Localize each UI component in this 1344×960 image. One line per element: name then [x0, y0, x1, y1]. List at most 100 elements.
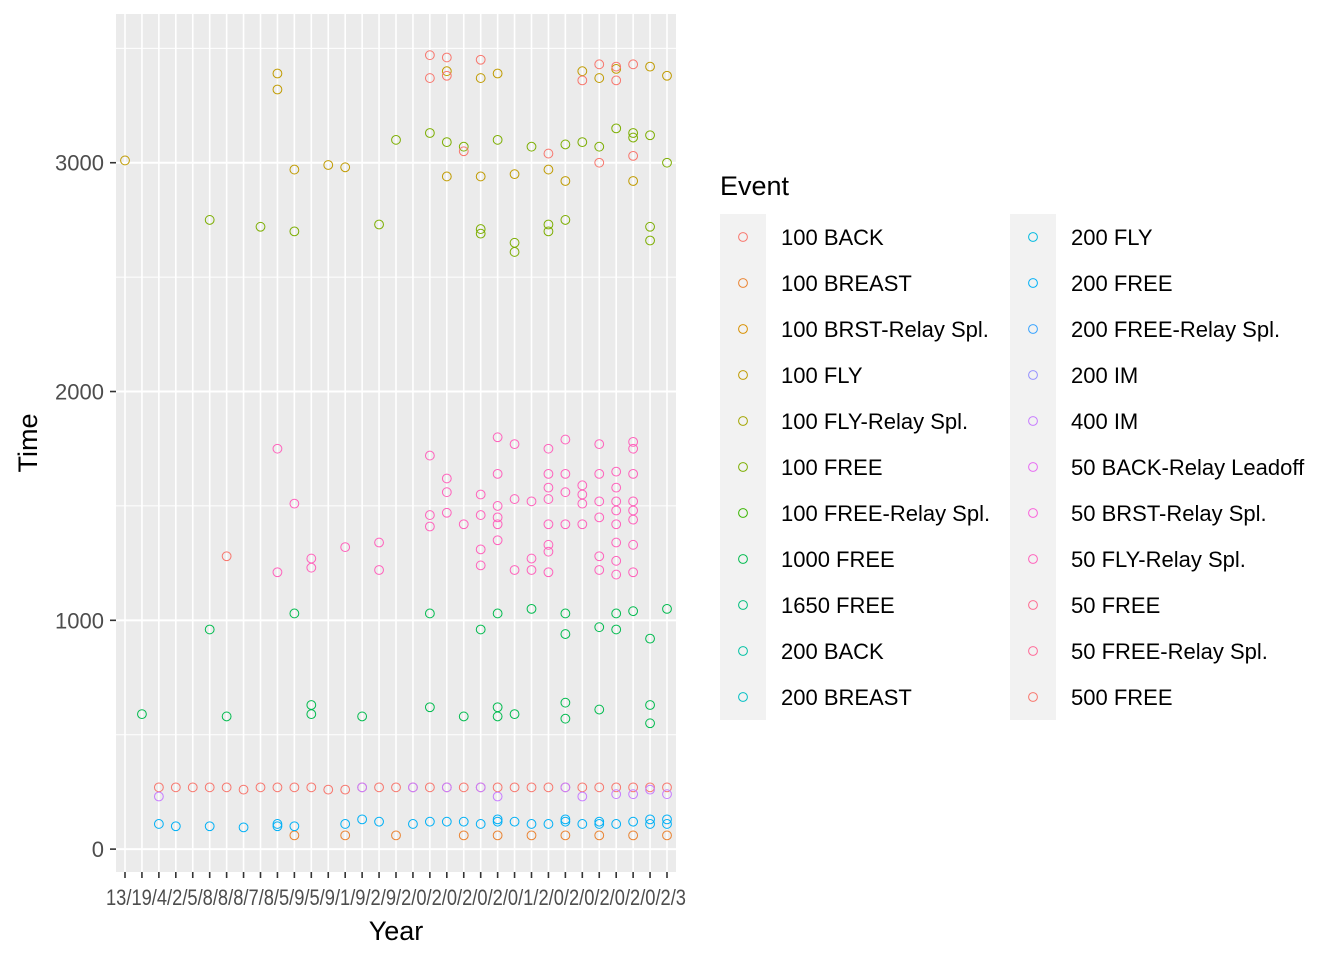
- data-point: [560, 487, 571, 498]
- data-point: [357, 711, 368, 722]
- legend-entry-label: 100 FLY: [781, 363, 863, 388]
- legend-entry-label: 50 FLY-Relay Spl.: [1071, 547, 1246, 572]
- data-point: [645, 700, 655, 710]
- data-point: [458, 146, 469, 157]
- data-point: [272, 782, 283, 793]
- data-point: [492, 711, 503, 722]
- legend-key: [720, 674, 766, 720]
- data-point: [204, 821, 215, 832]
- data-point: [662, 157, 672, 168]
- data-point: [187, 782, 198, 793]
- data-point: [509, 237, 520, 248]
- data-point: [374, 782, 384, 793]
- data-point: [170, 821, 181, 832]
- data-point: [374, 537, 384, 548]
- data-point: [204, 624, 215, 635]
- legend-key: [720, 214, 766, 260]
- legend-entry-label: 200 FREE: [1071, 271, 1173, 296]
- data-point: [475, 73, 486, 83]
- legend-key: [720, 352, 766, 398]
- data-point: [492, 134, 503, 145]
- data-point: [526, 782, 537, 793]
- legend-key: [1010, 674, 1056, 720]
- legend-key: [720, 444, 766, 490]
- data-point: [475, 624, 486, 635]
- data-point: [492, 519, 503, 530]
- data-point: [458, 816, 469, 827]
- data-point: [543, 148, 554, 159]
- data-point: [340, 542, 351, 553]
- legend-entry-label: 1000 FREE: [781, 547, 895, 572]
- data-point: [509, 782, 520, 793]
- data-point: [492, 830, 503, 841]
- data-point: [137, 709, 147, 720]
- data-point: [594, 830, 605, 841]
- data-point: [560, 697, 571, 708]
- data-point: [424, 50, 435, 61]
- data-point: [645, 819, 655, 829]
- legend-key: [1010, 490, 1056, 536]
- data-point: [408, 819, 418, 829]
- data-point: [645, 782, 655, 793]
- data-point: [306, 782, 317, 793]
- data-point: [594, 565, 605, 575]
- data-point: [526, 830, 537, 841]
- legend-entry-label: 100 FLY-Relay Spl.: [781, 409, 968, 434]
- data-point: [509, 439, 520, 450]
- data-point: [441, 473, 452, 484]
- data-point: [424, 782, 435, 793]
- legend-key-symbol: [738, 646, 748, 656]
- data-point: [628, 436, 639, 447]
- data-point: [441, 66, 452, 77]
- data-point: [611, 569, 622, 580]
- grid-lines: [116, 14, 676, 872]
- legend-key-symbol: [738, 600, 748, 610]
- y-tick-label: 3000: [55, 151, 104, 176]
- data-point: [611, 466, 622, 477]
- data-point: [560, 176, 571, 186]
- legend-entry-label: 200 IM: [1071, 363, 1138, 388]
- legend-key-symbol: [1028, 462, 1038, 472]
- legend-key: [720, 582, 766, 628]
- data-point: [645, 61, 655, 72]
- legend-key-symbol: [738, 554, 748, 564]
- data-point: [306, 709, 317, 720]
- legend-key-symbol: [1028, 370, 1038, 380]
- data-point: [441, 507, 452, 518]
- legend-entry-label: 100 BACK: [781, 225, 884, 250]
- data-point: [475, 782, 486, 793]
- data-point: [662, 782, 672, 793]
- data-point: [424, 816, 435, 827]
- data-point: [424, 510, 435, 520]
- data-point: [475, 560, 486, 571]
- data-point: [458, 519, 469, 530]
- data-point: [221, 711, 232, 722]
- data-point: [543, 819, 554, 829]
- legend-entry-label: 50 BACK-Relay Leadoff: [1071, 455, 1305, 480]
- legend-key-symbol: [1028, 600, 1038, 610]
- data-point: [594, 551, 605, 562]
- legend-entry-label: 50 FREE: [1071, 593, 1160, 618]
- data-point: [560, 782, 571, 793]
- data-point: [628, 176, 639, 186]
- data-point: [441, 487, 452, 498]
- data-point: [441, 137, 452, 148]
- data-point: [645, 718, 655, 729]
- data-point: [543, 226, 554, 237]
- data-point: [492, 816, 503, 827]
- data-point: [323, 784, 334, 795]
- data-point: [662, 603, 672, 614]
- data-point: [458, 782, 469, 793]
- data-point: [475, 228, 486, 239]
- data-point: [391, 830, 401, 841]
- data-point: [526, 496, 537, 507]
- legend: 100 BACK 100 BREAST 100 BRST-Relay Spl. 100…: [720, 214, 1305, 720]
- data-point: [560, 519, 571, 530]
- data-point: [594, 819, 605, 829]
- data-point: [340, 830, 351, 841]
- data-point: [458, 830, 469, 841]
- data-point: [424, 521, 435, 532]
- legend-key-symbol: [738, 692, 748, 702]
- legend-entry-label: 200 FREE-Relay Spl.: [1071, 317, 1280, 342]
